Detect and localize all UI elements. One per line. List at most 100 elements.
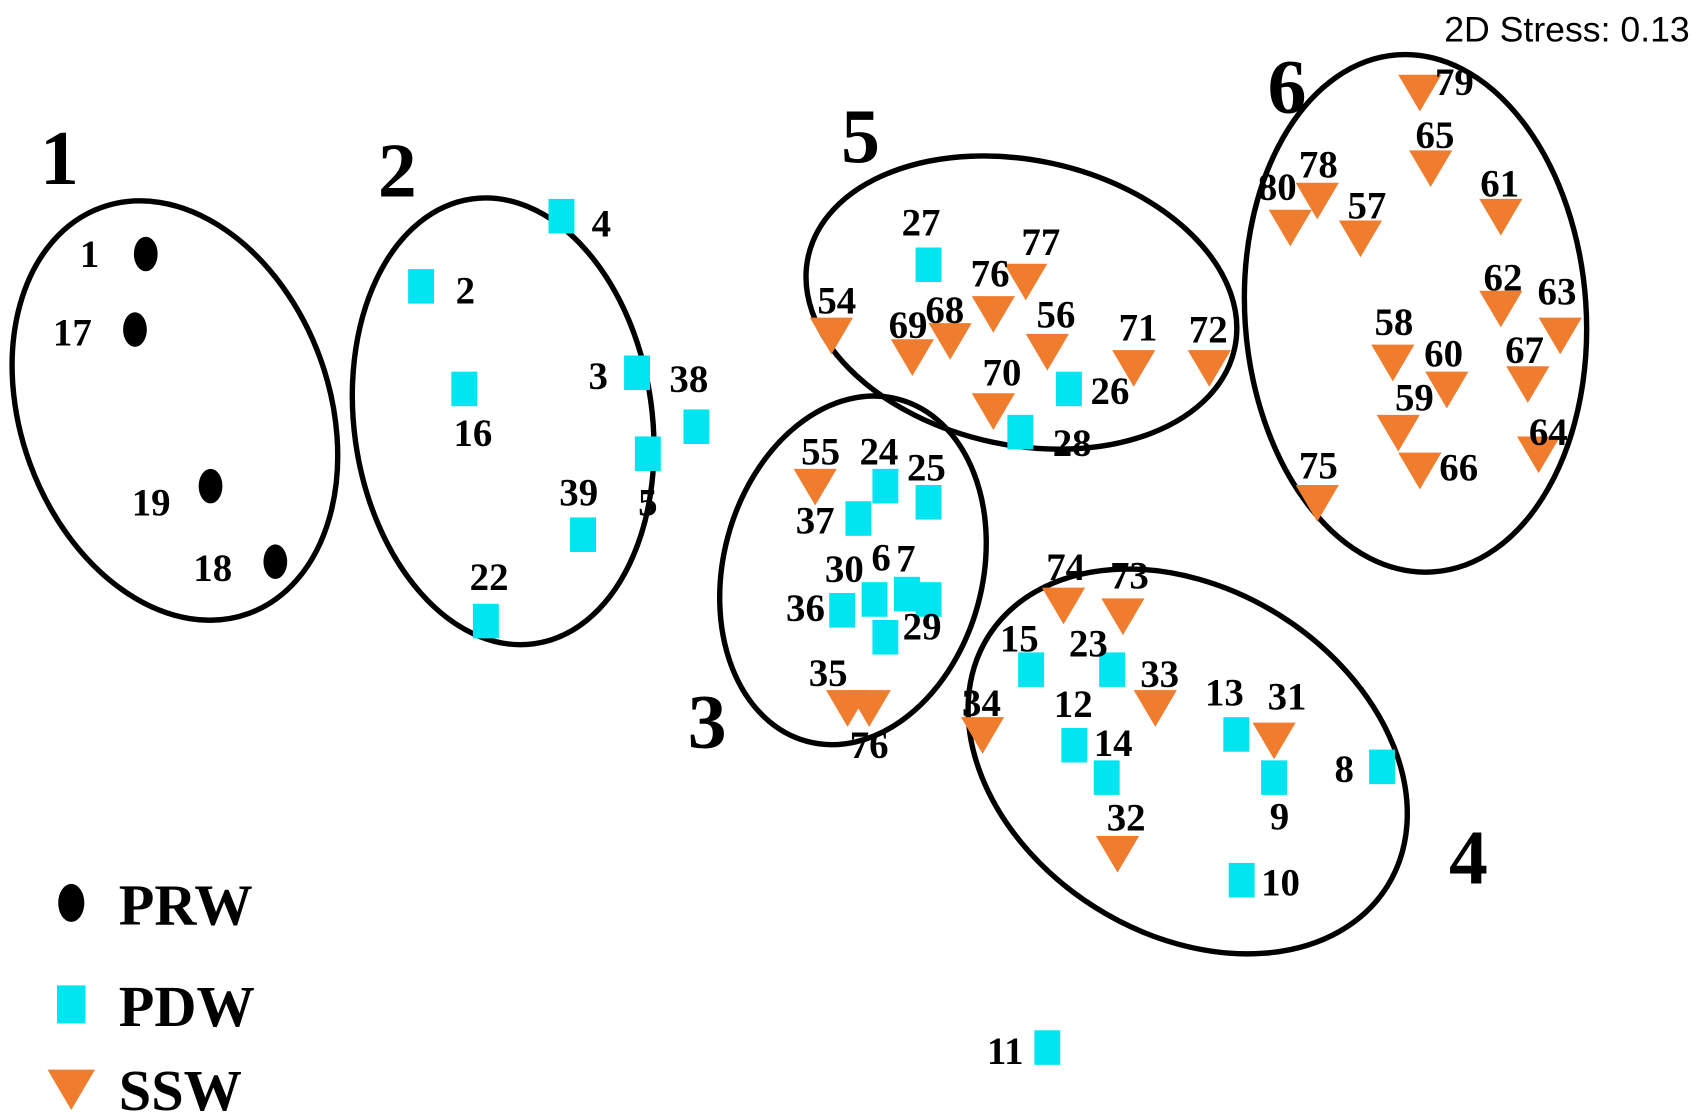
point-label-7: 7 (896, 537, 915, 580)
point-label-56: 56 (1037, 293, 1076, 336)
point-pdw-23 (1099, 652, 1126, 687)
point-pdw-30 (861, 582, 888, 617)
point-ssw-34 (960, 717, 1005, 754)
point-label-66: 66 (1439, 447, 1478, 490)
point-pdw-15 (1018, 652, 1045, 687)
point-label-60: 60 (1424, 332, 1463, 375)
point-label-16: 16 (453, 412, 492, 455)
point-ssw-58 (1371, 344, 1415, 382)
cluster-label-4: 4 (1449, 814, 1488, 900)
point-label-37: 37 (796, 500, 835, 543)
legend-marker-pdw (57, 985, 86, 1024)
point-label-5: 5 (638, 481, 657, 524)
point-pdw-39 (570, 517, 597, 552)
point-label-63: 63 (1538, 271, 1577, 314)
point-label-17: 17 (53, 312, 92, 355)
point-label-73: 73 (1110, 555, 1149, 598)
point-pdw-7 (915, 582, 942, 617)
point-label-76: 76 (850, 724, 889, 767)
point-ssw-67 (1506, 366, 1550, 403)
point-ssw-31 (1252, 722, 1296, 760)
legend-label-prw: PRW (119, 872, 253, 937)
point-ssw-60 (1425, 371, 1469, 409)
point-prw-18 (263, 544, 288, 579)
point-pdw-37 (845, 501, 872, 536)
cluster-ellipse-3 (717, 393, 989, 748)
point-pdw-8 (1369, 749, 1395, 785)
point-label-80: 80 (1258, 166, 1297, 209)
point-label-18: 18 (193, 547, 232, 590)
point-label-65: 65 (1416, 114, 1455, 157)
point-label-26: 26 (1091, 370, 1130, 413)
point-label-71: 71 (1119, 306, 1158, 349)
point-label-2: 2 (456, 270, 475, 313)
point-ssw-68 (928, 323, 972, 360)
cluster-ellipse-6 (1241, 51, 1590, 575)
point-label-1: 1 (80, 233, 99, 276)
point-pdw-4 (548, 198, 575, 234)
point-label-6: 6 (871, 536, 890, 579)
point-ssw-57 (1338, 220, 1383, 258)
point-label-28: 28 (1053, 422, 1092, 465)
point-ssw-56 (1025, 333, 1069, 371)
point-ssw-59 (1376, 414, 1420, 452)
point-ssw-55 (793, 468, 837, 506)
stress-annotation: 2D Stress: 0.13 (1444, 9, 1690, 49)
point-label-70: 70 (983, 352, 1022, 395)
legend-marker-ssw (47, 1069, 96, 1110)
point-pdw-24 (872, 468, 899, 504)
point-pdw-11 (1034, 1030, 1061, 1065)
point-prw-1 (133, 236, 158, 272)
point-ssw-65 (1409, 150, 1453, 188)
legend-marker-prw (58, 883, 85, 922)
point-ssw-71 (1112, 350, 1156, 387)
legend: PRW PDW SSW (47, 872, 255, 1118)
point-label-13: 13 (1205, 671, 1244, 714)
point-pdw-38 (683, 409, 710, 445)
point-label-32: 32 (1107, 797, 1146, 840)
point-label-67: 67 (1505, 329, 1544, 372)
cluster-ellipse-4 (965, 566, 1410, 957)
point-label-68: 68 (925, 289, 964, 332)
point-label-14: 14 (1094, 722, 1133, 765)
point-label-72: 72 (1189, 309, 1228, 352)
point-label-64: 64 (1529, 411, 1568, 454)
cluster-ellipse-2 (349, 195, 657, 648)
point-label-76: 76 (971, 252, 1010, 295)
point-label-30: 30 (825, 548, 864, 591)
point-pdw-13 (1223, 717, 1250, 752)
point-label-15: 15 (1000, 617, 1039, 660)
point-pdw-14 (1093, 760, 1120, 795)
point-ssw-77 (1004, 263, 1048, 301)
point-label-61: 61 (1480, 163, 1519, 206)
point-label-23: 23 (1069, 623, 1108, 666)
point-pdw-5 (634, 436, 661, 472)
point-label-9: 9 (1270, 795, 1289, 838)
legend-label-pdw: PDW (119, 974, 255, 1039)
point-label-4: 4 (592, 203, 611, 246)
point-label-19: 19 (132, 481, 171, 524)
cluster-label-2: 2 (378, 128, 417, 214)
point-ssw-73 (1101, 598, 1145, 636)
point-prw-19 (198, 468, 223, 504)
point-pdw-29 (872, 620, 899, 655)
cluster-label-6: 6 (1268, 44, 1307, 130)
point-pdw-2 (408, 269, 435, 304)
point-ssw-76 (847, 690, 891, 727)
point-ssw-61 (1479, 198, 1523, 236)
point-label-79: 79 (1435, 61, 1474, 104)
point-ssw-64 (1517, 436, 1561, 474)
cluster-label-5: 5 (841, 93, 880, 179)
point-ssw-74 (1041, 587, 1086, 625)
point-label-54: 54 (817, 279, 856, 322)
point-pdw-10 (1228, 862, 1255, 898)
point-label-10: 10 (1261, 861, 1300, 904)
point-label-59: 59 (1395, 377, 1434, 420)
point-ssw-79 (1398, 74, 1442, 112)
cluster-label-3: 3 (688, 678, 727, 764)
point-label-34: 34 (962, 682, 1001, 725)
point-label-8: 8 (1335, 748, 1354, 791)
point-ssw-69 (890, 339, 934, 376)
point-label-31: 31 (1268, 676, 1307, 719)
